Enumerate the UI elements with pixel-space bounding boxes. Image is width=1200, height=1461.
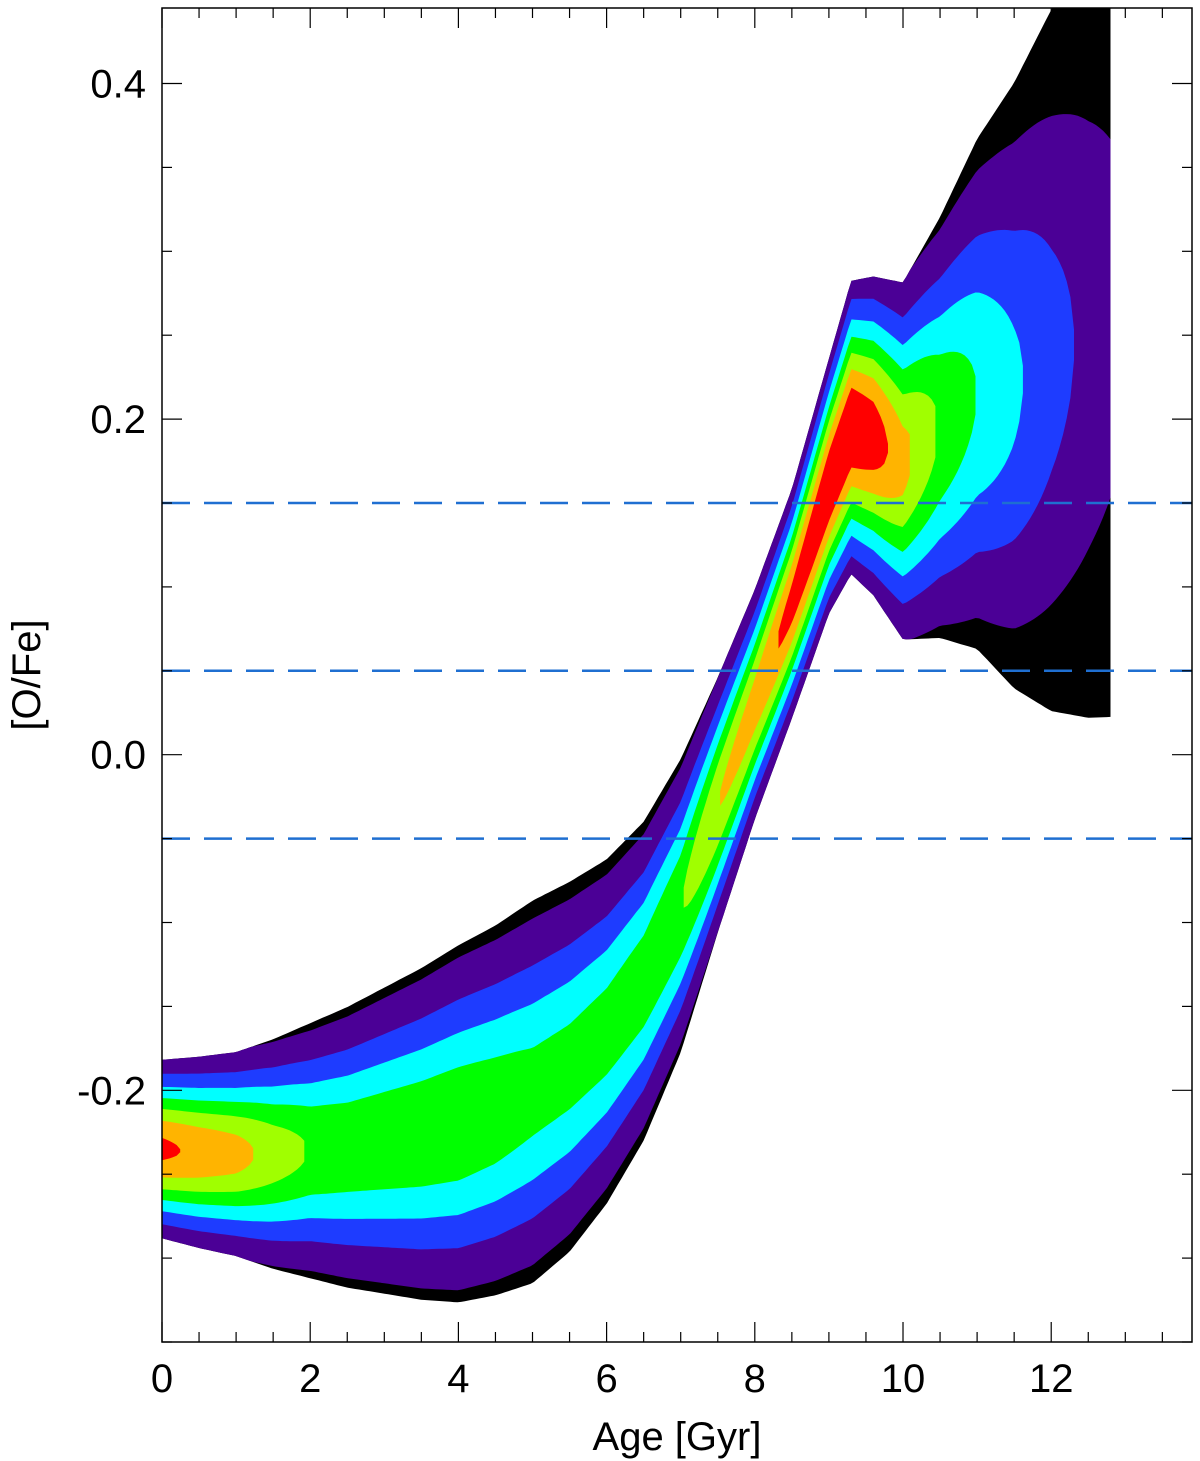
- x-tick-label: 12: [1029, 1357, 1074, 1401]
- y-tick-label: 0.4: [90, 63, 146, 107]
- plot-frame: [161, 7, 1193, 1343]
- y-tick-label: -0.2: [77, 1069, 146, 1113]
- density-contour-higher: [720, 369, 910, 806]
- y-axis-title: [O/Fe]: [5, 619, 49, 730]
- x-tick-label: 6: [595, 1357, 617, 1401]
- axis-tick-labels: 0 2 4 6 8 10 12 -0.2 0.0 0.2 0.4: [77, 63, 1073, 1401]
- x-axis-title: Age [Gyr]: [593, 1415, 762, 1459]
- reference-lines: [162, 501, 1192, 840]
- x-tick-label: 10: [881, 1357, 926, 1401]
- axis-ticks: [161, 8, 1192, 1343]
- density-map: [162, 8, 1111, 1303]
- y-tick-label: 0.0: [90, 734, 146, 778]
- x-tick-label: 4: [447, 1357, 469, 1401]
- x-tick-label: 0: [151, 1357, 173, 1401]
- density-contour-peak: [162, 1137, 181, 1161]
- y-tick-label: 0.2: [90, 398, 146, 442]
- density-contour-higher: [162, 1120, 254, 1178]
- density-contour-peak: [778, 387, 888, 649]
- x-tick-label: 2: [299, 1357, 321, 1401]
- x-tick-label: 8: [744, 1357, 766, 1401]
